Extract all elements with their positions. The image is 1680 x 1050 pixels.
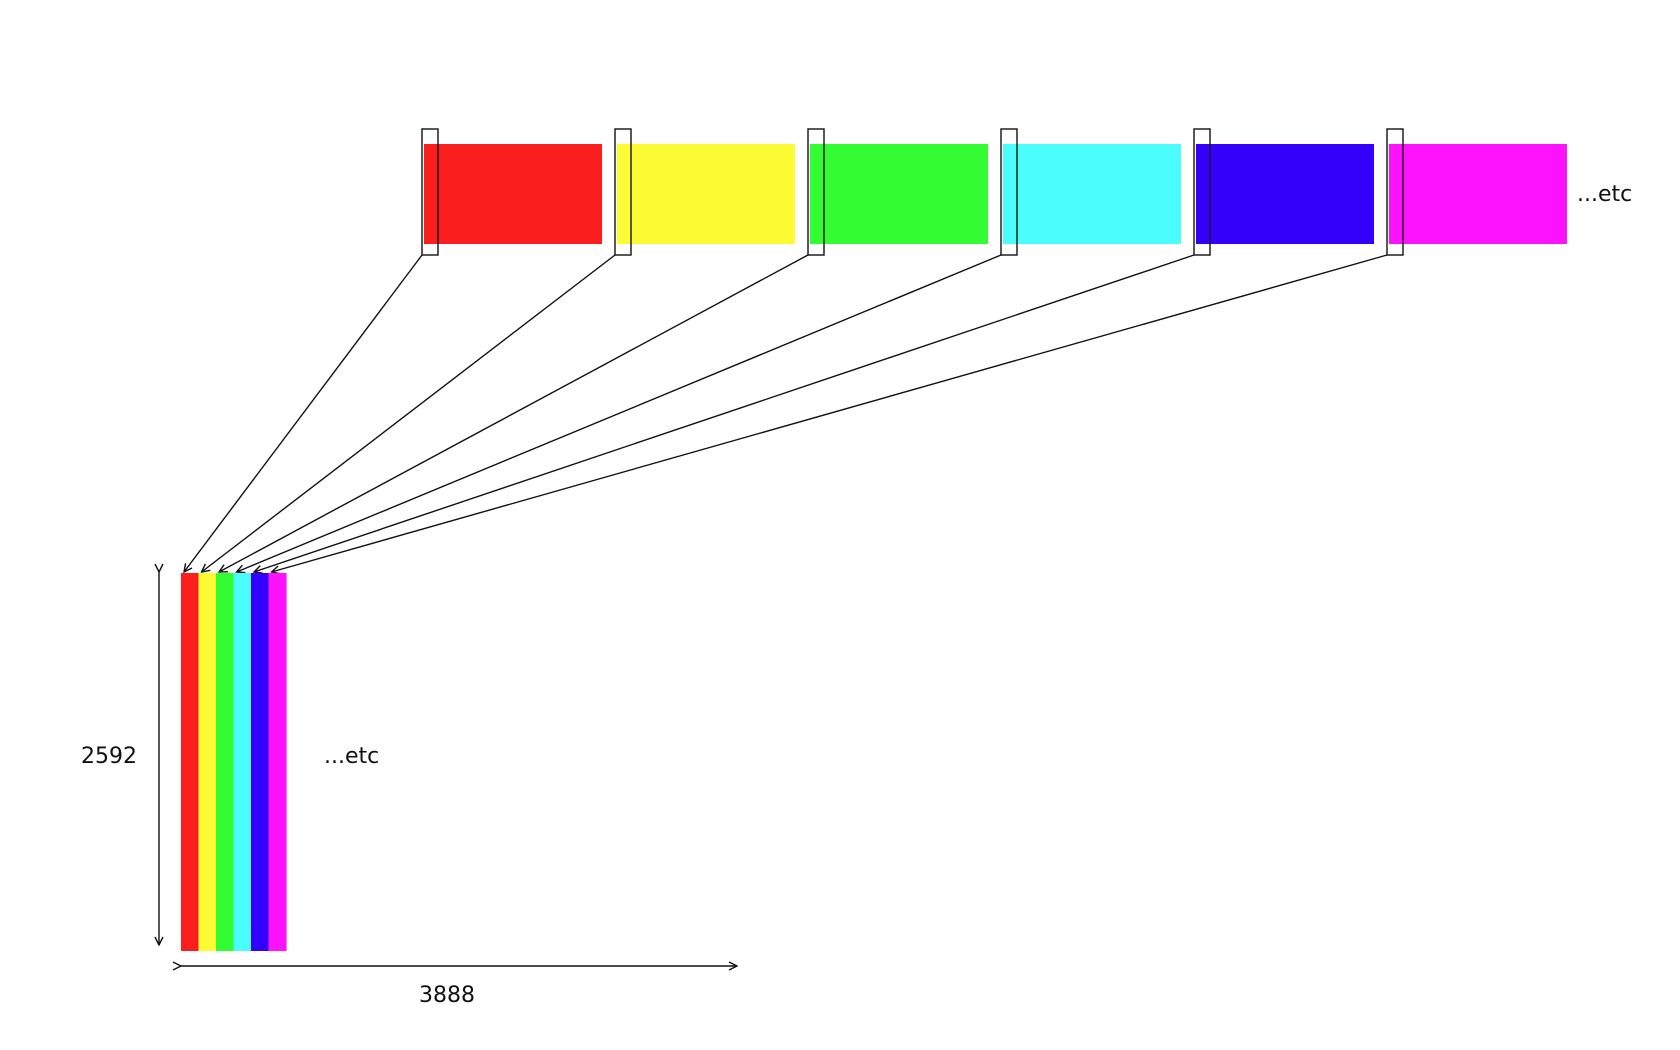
result-strips — [181, 573, 287, 951]
slit-box-blue — [1193, 128, 1211, 256]
slit-markers — [421, 128, 1404, 256]
source-frame-red — [424, 144, 602, 244]
connector-arrow-cyan — [237, 254, 1002, 572]
slit-box-red — [421, 128, 439, 256]
height-label: 2592 — [81, 744, 137, 769]
slit-box-yellow — [614, 128, 632, 256]
result-etc-label: ...etc — [324, 744, 379, 769]
connector-arrow-magenta — [272, 254, 1388, 572]
slit-box-magenta — [1386, 128, 1404, 256]
source-frame-yellow — [617, 144, 795, 244]
connector-arrow-blue — [254, 254, 1195, 572]
result-strip-blue — [251, 573, 270, 951]
connector-arrows — [184, 254, 1388, 572]
result-strip-cyan — [233, 573, 252, 951]
slit-box-cyan — [1000, 128, 1018, 256]
source-frame-magenta — [1389, 144, 1567, 244]
source-frame-blue — [1196, 144, 1374, 244]
top-etc-label: ...etc — [1577, 182, 1632, 207]
slit-box-green — [807, 128, 825, 256]
width-label: 3888 — [419, 983, 475, 1008]
source-frame-green — [810, 144, 988, 244]
source-frame-cyan — [1003, 144, 1181, 244]
connector-arrow-yellow — [202, 254, 616, 572]
connector-arrow-red — [184, 254, 423, 572]
source-frames-row — [424, 144, 1567, 244]
result-strip-red — [181, 573, 200, 951]
result-strip-yellow — [198, 573, 217, 951]
result-strip-green — [216, 573, 235, 951]
connector-arrow-green — [219, 254, 809, 572]
result-strip-magenta — [268, 573, 287, 951]
